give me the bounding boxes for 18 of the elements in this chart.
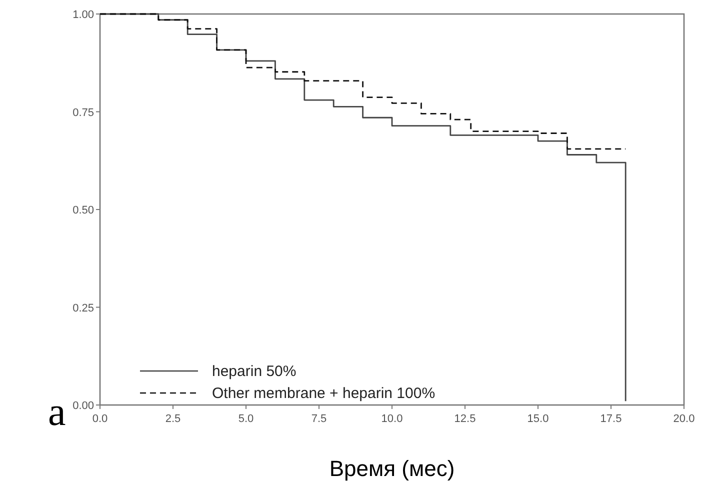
x-tick-label: 2.5 xyxy=(165,413,181,425)
x-tick-label: 5.0 xyxy=(238,413,254,425)
x-tick-label: 7.5 xyxy=(311,413,327,425)
x-tick-label: 15.0 xyxy=(527,413,549,425)
y-tick-label: 1.00 xyxy=(72,9,94,21)
x-tick-label: 17.5 xyxy=(600,413,622,425)
x-tick-label: 0.0 xyxy=(92,413,108,425)
y-tick-label: 0.25 xyxy=(72,302,94,314)
legend-label: heparin 50% xyxy=(212,363,296,380)
x-axis-title: Время (мес) xyxy=(329,456,455,481)
y-tick-label: 0.00 xyxy=(72,400,94,412)
x-tick-label: 10.0 xyxy=(381,413,403,425)
x-tick-label: 12.5 xyxy=(454,413,476,425)
legend-label: Other membrane + heparin 100% xyxy=(212,385,436,402)
y-tick-label: 0.50 xyxy=(72,204,94,216)
x-tick-label: 20.0 xyxy=(673,413,695,425)
text: a xyxy=(48,389,66,434)
y-tick-label: 0.75 xyxy=(72,106,94,119)
